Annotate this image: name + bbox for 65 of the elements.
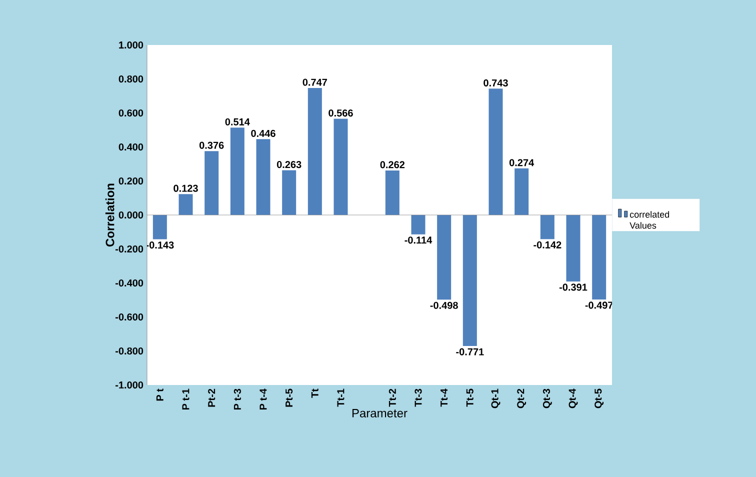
x-tick-label: Qt-1 [491, 388, 500, 408]
data-label: -0.142 [534, 241, 562, 248]
bar [308, 88, 322, 215]
bar [385, 170, 400, 215]
data-label: 0.262 [380, 161, 405, 168]
bar [282, 170, 296, 215]
x-tick-label: Qt-4 [568, 388, 578, 408]
bar [178, 194, 193, 215]
y-tick-label: 0.000 [118, 211, 144, 219]
x-tick-label: Qt-5 [594, 388, 604, 408]
data-label: -0.771 [456, 348, 484, 356]
bar [152, 214, 167, 240]
y-tick-label: 1.000 [119, 41, 144, 49]
y-tick-label: -0.400 [116, 279, 144, 287]
x-tick-label: Tt-2 [388, 388, 396, 407]
legend-label: correlated Values [630, 211, 670, 229]
x-tick-label: Pt-2 [208, 388, 216, 407]
data-label: 0.446 [251, 130, 276, 137]
x-tick-label: Qt-2 [517, 388, 526, 408]
data-label: 0.747 [302, 78, 327, 86]
x-tick-label: Pt-5 [286, 388, 293, 407]
bar [256, 139, 270, 215]
x-tick-label: Tt-3 [414, 388, 422, 407]
x-tick-label: P t [156, 388, 164, 401]
bar [514, 168, 529, 215]
x-tick-label: P t-3 [234, 388, 241, 410]
data-label: 0.376 [199, 142, 224, 149]
bar [334, 118, 348, 215]
x-tick-label: P t-1 [182, 388, 190, 410]
x-tick-label: Tt-5 [466, 388, 474, 407]
bar [437, 214, 452, 300]
y-tick-label: -0.200 [116, 245, 144, 253]
bar [411, 214, 426, 234]
y-axis-title: Correlation [105, 184, 114, 247]
x-tick-label: Tt-1 [337, 388, 344, 407]
x-tick-label: P t-4 [260, 388, 267, 410]
data-label: 0.566 [328, 110, 353, 117]
x-axis-title: Parameter [352, 409, 408, 418]
x-tick-label: Tt [311, 388, 318, 398]
bar [204, 151, 219, 215]
y-tick-label: -0.800 [116, 347, 144, 355]
x-tick-label: Qt-3 [542, 388, 552, 408]
x-tick-label: Tt-4 [440, 388, 448, 407]
data-label: -0.114 [404, 236, 432, 244]
bar [566, 214, 580, 282]
y-tick-label: -1.000 [116, 381, 144, 389]
data-label: 0.743 [484, 79, 508, 86]
data-label: -0.391 [559, 284, 588, 291]
bar [592, 214, 606, 300]
y-tick-label: 0.800 [118, 75, 144, 83]
data-label: 0.123 [174, 184, 198, 192]
data-label: -0.498 [430, 302, 458, 309]
y-tick-label: -0.600 [116, 313, 144, 321]
y-tick-label: 0.600 [118, 109, 144, 117]
y-tick-label: 0.400 [118, 143, 144, 151]
y-tick-label: 0.200 [118, 177, 144, 185]
bar [230, 128, 244, 215]
bar [462, 214, 477, 346]
bar [540, 214, 554, 240]
data-label: 0.263 [276, 160, 302, 168]
data-label: 0.514 [225, 118, 250, 126]
bar [488, 88, 503, 215]
data-label: -0.497 [585, 302, 613, 309]
data-label: 0.274 [509, 159, 534, 166]
data-label: -0.143 [146, 242, 174, 249]
